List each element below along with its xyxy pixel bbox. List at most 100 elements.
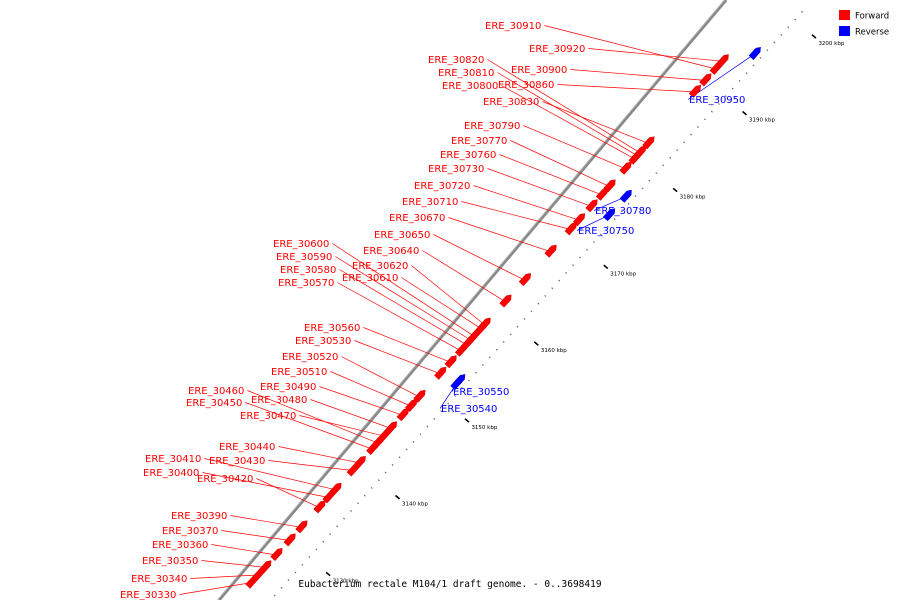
gene-label: ERE_30670 <box>389 213 445 224</box>
minor-tick <box>447 402 450 405</box>
scale-tick-label: 3170 kbp <box>610 271 636 277</box>
leader-line <box>576 214 609 231</box>
minor-tick <box>801 10 804 13</box>
scale-tick-mark <box>603 264 609 270</box>
gene-feature-ere-30670 <box>544 244 557 258</box>
scale-tick-label: 3130 kbp <box>333 579 359 585</box>
leader-line <box>332 243 475 337</box>
leader-line <box>487 59 640 153</box>
leader-line <box>201 560 266 568</box>
leader-line <box>230 515 302 528</box>
gene-label: ERE_30760 <box>440 150 496 161</box>
gene-label: ERE_30550 <box>453 387 509 398</box>
leader-line <box>401 277 482 329</box>
minor-tick <box>731 87 734 90</box>
gene-label: ERE_30770 <box>451 136 507 147</box>
gene-label: ERE_30530 <box>295 336 351 347</box>
gene-labels: ERE_30330 ERE_30340 ERE_30350 ERE_30360 ERE_… <box>120 21 745 600</box>
minor-tick <box>308 556 311 559</box>
gene-label: ERE_30570 <box>278 278 334 289</box>
gene-label: ERE_30900 <box>511 65 567 76</box>
leader-line <box>354 340 441 375</box>
minor-tick <box>766 49 769 52</box>
leader-line <box>202 472 329 498</box>
minor-tick <box>502 341 505 344</box>
leader-line <box>221 530 290 541</box>
gene-label: ERE_30610 <box>342 273 398 284</box>
minor-tick <box>454 394 457 397</box>
gene-feature-ere-30510 <box>404 398 418 413</box>
minor-tick <box>759 56 762 59</box>
gene-label: ERE_30440 <box>219 442 275 453</box>
gene-feature-ere-30950 <box>748 46 761 61</box>
gene-feature-ere-30860 <box>688 84 701 98</box>
gene-feature-ere-30360 <box>270 547 283 562</box>
gene-label: ERE_30820 <box>428 55 484 66</box>
gene-label: ERE_30640 <box>363 246 419 257</box>
leader-line <box>487 168 592 207</box>
gene-label: ERE_30750 <box>578 226 634 237</box>
legend-reverse-swatch <box>839 26 850 36</box>
gene-feature-ere-30780 <box>619 189 632 203</box>
gene-label: ERE_30340 <box>131 574 187 585</box>
minor-tick <box>690 133 693 136</box>
gene-label: ERE_30540 <box>441 404 497 415</box>
scale-tick-label: 3180 kbp <box>680 195 706 201</box>
minor-tick <box>537 302 540 305</box>
leader-line <box>570 69 706 81</box>
legend-forward-label: Forward <box>855 12 889 22</box>
leader-line <box>330 371 411 407</box>
minor-tick <box>440 410 443 413</box>
minor-tick <box>370 486 373 489</box>
leader-line <box>278 446 360 464</box>
minor-tick <box>391 463 394 466</box>
leader-line <box>544 25 716 70</box>
gene-feature-ere-30420 <box>313 500 326 514</box>
gene-leader-lines <box>179 25 755 595</box>
gene-feature-ere-30710 <box>564 222 577 236</box>
gene-feature-ere-30370 <box>283 533 296 547</box>
minor-tick <box>641 187 644 190</box>
gene-label: ERE_30350 <box>142 556 198 567</box>
minor-tick <box>412 440 415 443</box>
leader-line <box>448 217 551 252</box>
scale-tick-mark <box>325 571 331 577</box>
minor-tick <box>509 333 512 336</box>
scale-tick-label: 3190 kbp <box>749 118 775 124</box>
gene-feature-ere-30730 <box>585 199 598 213</box>
minor-tick <box>336 525 339 528</box>
minor-tick <box>752 64 755 67</box>
minor-tick <box>329 533 332 536</box>
gene-label: ERE_30460 <box>188 386 244 397</box>
leader-line <box>422 250 506 302</box>
leader-line <box>501 85 635 160</box>
minor-tick <box>322 540 325 543</box>
scale-tick-label: 3200 kbp <box>818 41 844 47</box>
gene-label: ERE_30790 <box>464 121 520 132</box>
leader-line <box>433 234 525 281</box>
gene-feature-ere-30900 <box>699 73 712 87</box>
gene-label: ERE_30860 <box>498 80 554 91</box>
scale-tick-label: 3150 kbp <box>471 425 497 431</box>
minor-tick <box>717 102 720 105</box>
minor-tick <box>523 317 526 320</box>
gene-label: ERE_30730 <box>428 164 484 175</box>
minor-tick <box>579 256 582 259</box>
gene-feature-ere-30560 <box>444 355 457 369</box>
gene-label: ERE_30360 <box>152 540 208 551</box>
legend-forward-swatch <box>839 10 850 20</box>
genome-caption: Eubacterium rectale M104/1 draft genome.… <box>298 579 601 590</box>
minor-tick <box>599 233 602 236</box>
minor-tick <box>384 471 387 474</box>
leader-line <box>510 140 610 187</box>
gene-label: ERE_30480 <box>251 395 307 406</box>
minor-tick <box>676 149 679 152</box>
minor-tick <box>405 448 408 451</box>
minor-tick <box>558 279 561 282</box>
minor-tick <box>648 179 651 182</box>
scale-ticks: 3130 kbp 3140 kbp 3150 kbp 3160 kbp 3170 kbp… <box>325 34 845 585</box>
gene-features <box>245 46 761 589</box>
leader-line <box>363 327 451 363</box>
minor-tick <box>620 210 623 213</box>
